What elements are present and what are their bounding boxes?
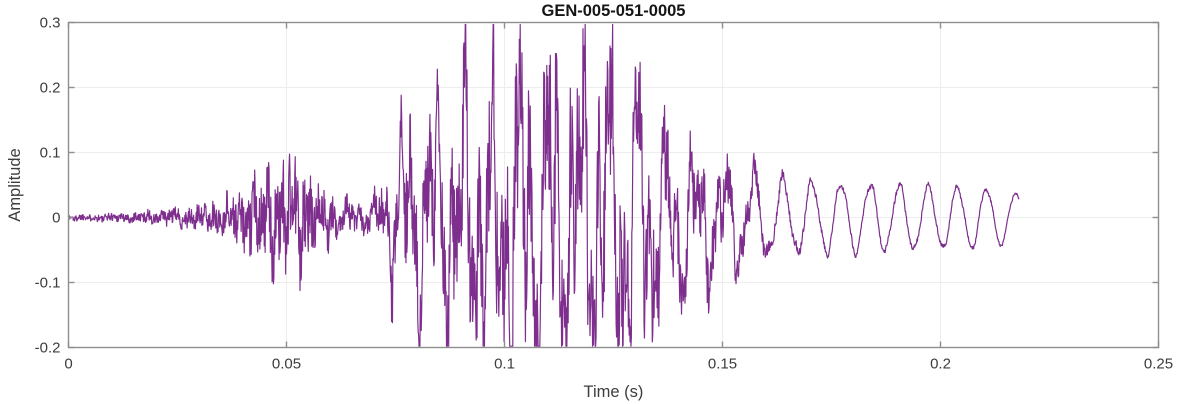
x-tick-label: 0.05 [272,356,301,373]
x-tick-label: 0 [64,356,72,373]
y-tick-label: -0.2 [35,340,61,357]
y-tick-label: 0.1 [40,145,61,162]
y-axis-label: Amplitude [6,148,24,221]
x-tick-label: 0.2 [930,356,951,373]
y-tick-label: 0.2 [40,80,61,97]
tick-marks [67,21,1160,349]
y-tick-label: 0 [52,210,60,227]
x-tick-label: 0.25 [1144,356,1173,373]
x-tick-label: 0.1 [494,356,515,373]
x-axis-label: Time (s) [584,383,644,401]
y-tick-label: 0.3 [40,15,61,32]
chart-title: GEN-005-051-0005 [541,2,685,20]
tick-labels: 0 0.05 0.1 0.15 0.2 0.25 -0.2 -0.1 0 0.1 0.2 0.3 [35,15,1173,373]
axes-box [67,21,1160,349]
grid-lines [68,22,1159,348]
y-tick-label: -0.1 [35,275,61,292]
x-tick-label: 0.15 [708,356,737,373]
waveform-line [68,23,1020,347]
